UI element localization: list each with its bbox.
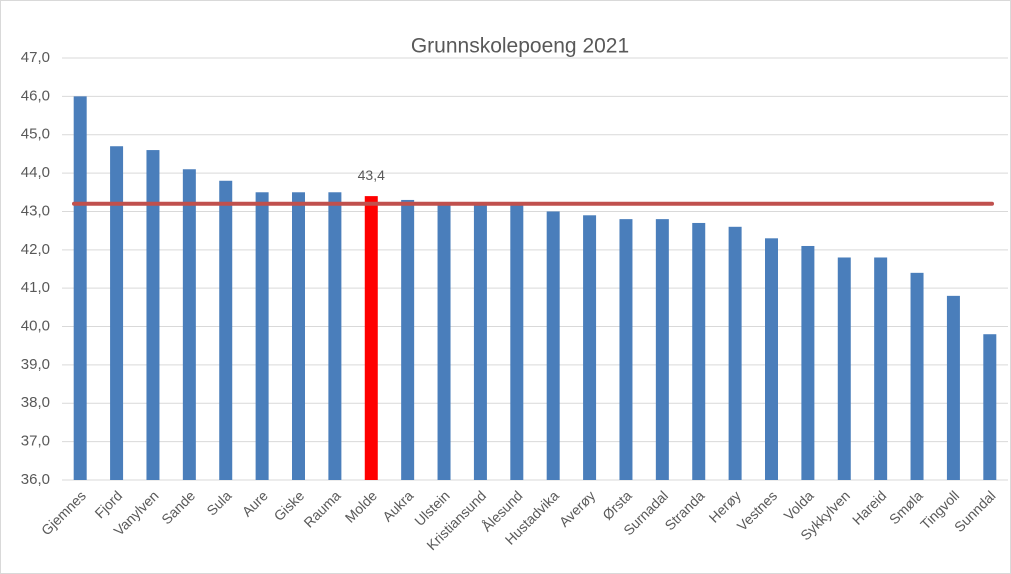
bar [510, 203, 524, 481]
bar [364, 196, 378, 481]
y-tick-label: 36,0 [21, 471, 50, 488]
y-tick-label: 38,0 [21, 394, 50, 411]
bar [73, 96, 87, 480]
y-tick-label: 43,0 [21, 202, 50, 219]
bar [473, 203, 487, 481]
y-tick-label: 44,0 [21, 164, 50, 181]
bar [182, 169, 196, 480]
bar [546, 211, 560, 481]
bar [655, 219, 669, 481]
bar [146, 150, 160, 480]
bar [292, 192, 305, 481]
bar [401, 199, 415, 481]
bar [328, 192, 342, 481]
data-label: 43,4 [358, 167, 385, 183]
y-tick-label: 41,0 [21, 279, 50, 296]
bar [801, 245, 815, 480]
y-tick-label: 39,0 [21, 356, 50, 373]
y-tick-label: 46,0 [21, 87, 50, 104]
bar [765, 238, 778, 480]
bar [983, 334, 997, 480]
bar [255, 192, 269, 481]
bar [437, 203, 451, 481]
y-tick-label: 47,0 [21, 49, 50, 66]
bar [619, 219, 633, 481]
bar [110, 146, 124, 480]
y-tick-label: 45,0 [21, 126, 50, 143]
y-tick-label: 42,0 [21, 241, 50, 258]
bar [946, 295, 960, 480]
bar [219, 180, 233, 480]
y-tick-label: 37,0 [21, 433, 50, 450]
bar [583, 215, 597, 481]
y-tick-label: 40,0 [21, 318, 50, 335]
chart-title: Grunnskolepoeng 2021 [411, 35, 629, 58]
bar [728, 226, 742, 480]
bar [837, 257, 851, 480]
bar [910, 272, 924, 480]
bar [874, 257, 888, 480]
bar [692, 222, 706, 481]
